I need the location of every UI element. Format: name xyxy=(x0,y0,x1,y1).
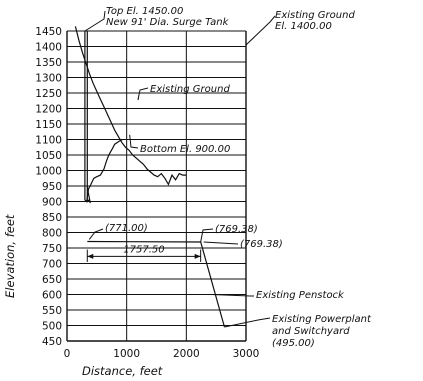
y-tick-label: 1350 xyxy=(35,57,62,69)
y-tick-label: 550 xyxy=(42,305,62,317)
profile-lines xyxy=(74,26,226,328)
y-tick-label: 1050 xyxy=(35,150,62,162)
plot-frame xyxy=(66,31,247,342)
powerplant-label: and Switchyard xyxy=(272,326,350,337)
y-tick-label: 600 xyxy=(42,290,62,302)
y-tick-label: 1450 xyxy=(35,26,62,38)
existing-ground-leader xyxy=(137,87,149,101)
penstock-leader xyxy=(211,294,254,297)
existing-ground-line xyxy=(74,26,187,186)
x-tick-label: 2000 xyxy=(173,348,200,360)
x-tick-label: 3000 xyxy=(233,348,260,360)
y-tick-label: 700 xyxy=(42,259,62,271)
length-label: 1757.50 xyxy=(123,244,164,255)
y-tick-label: 500 xyxy=(42,321,62,333)
point-769-lower-label: (769.38) xyxy=(240,239,283,250)
surge-tank-leader xyxy=(84,10,106,32)
surge-tank-label: New 91' Dia. Surge Tank xyxy=(106,17,230,28)
penstock-label: Existing Penstock xyxy=(256,290,345,301)
y-tick-label: 1300 xyxy=(35,73,62,85)
y-tick-label: 850 xyxy=(42,212,62,224)
point-771-label: (771.00) xyxy=(105,223,148,234)
y-tick-label: 450 xyxy=(42,336,62,348)
powerplant-label: (495.00) xyxy=(272,338,315,349)
existing-ground-label: Existing Ground xyxy=(150,84,230,95)
existing-ground-top-label: Existing Ground xyxy=(275,10,355,21)
y-tick-label: 900 xyxy=(42,197,62,209)
dimension-arrow-left xyxy=(87,253,94,259)
dimension-arrow-right xyxy=(194,253,201,259)
y-tick-label: 800 xyxy=(42,228,62,240)
bottom-elevation-leader xyxy=(129,134,139,149)
y-axis-ticks: 1450 1400 1350 1300 1250 1200 1150 1100 1050 1000… xyxy=(35,26,62,348)
existing-ground-top-label: El. 1400.00 xyxy=(275,21,332,32)
y-tick-label: 650 xyxy=(42,274,62,286)
y-tick-label: 1150 xyxy=(35,119,62,131)
y-tick-label: 750 xyxy=(42,243,62,255)
y-tick-label: 1100 xyxy=(35,135,62,147)
y-tick-label: 1250 xyxy=(35,88,62,100)
y-tick-label: 950 xyxy=(42,181,62,193)
y-tick-label: 1000 xyxy=(35,166,62,178)
point-769-lower-leader xyxy=(203,241,239,245)
y-axis-title: Elevation, feet xyxy=(3,214,17,298)
surge-tank-label: Top El. 1450.00 xyxy=(106,6,183,17)
x-axis-title: Distance, feet xyxy=(82,364,163,378)
powerplant-leader xyxy=(224,317,271,328)
point-769-upper-label: (769.38) xyxy=(215,224,258,235)
existing-ground-top-leader xyxy=(245,15,276,46)
dimension-lines xyxy=(86,249,202,262)
x-tick-label: 1000 xyxy=(113,348,140,360)
x-axis-ticks: 0 1000 2000 3000 xyxy=(64,348,260,360)
point-771-leader xyxy=(88,228,104,240)
powerplant-label: Existing Powerplant xyxy=(272,314,372,325)
bottom-elevation-label: Bottom El. 900.00 xyxy=(140,144,230,155)
y-tick-label: 1400 xyxy=(35,42,62,54)
x-tick-label: 0 xyxy=(64,348,71,360)
surge-tank-wall-line xyxy=(86,31,91,204)
ground-near-tank-line xyxy=(84,31,123,203)
point-769-upper-leader xyxy=(200,228,214,243)
y-tick-label: 1200 xyxy=(35,104,62,116)
